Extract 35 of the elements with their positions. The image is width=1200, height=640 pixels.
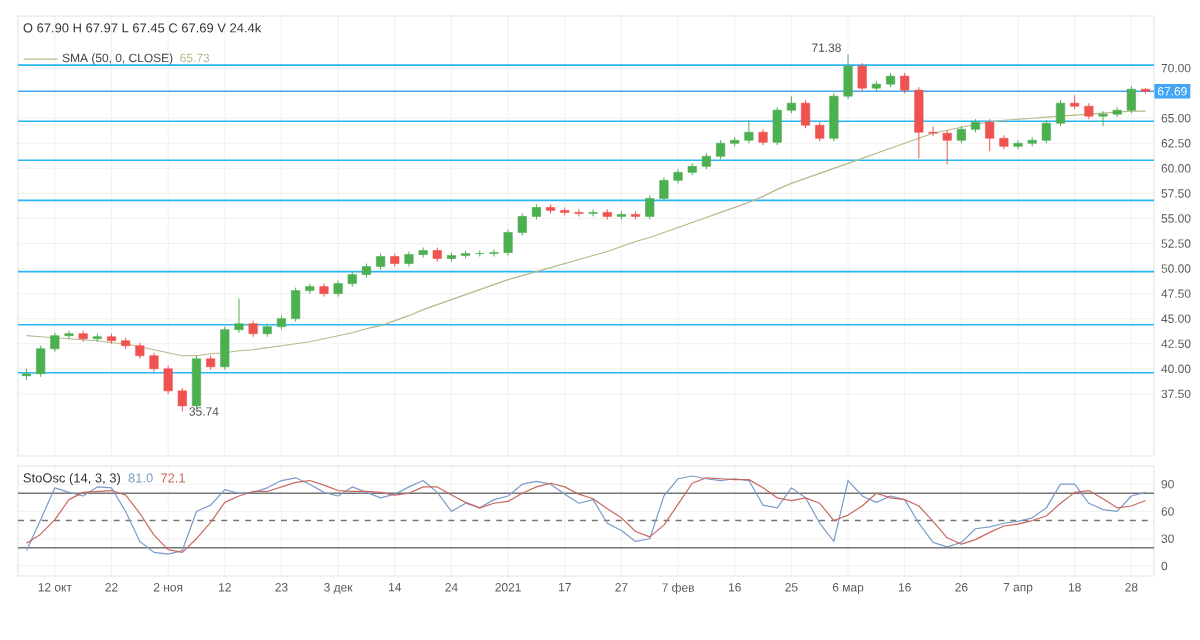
candlestick	[1055, 99, 1066, 127]
candlestick	[843, 53, 853, 100]
candlestick	[177, 387, 187, 412]
candlestick	[50, 332, 60, 353]
candlestick	[744, 119, 754, 144]
candlestick	[645, 194, 655, 220]
candlestick	[985, 118, 995, 152]
candlestick	[942, 129, 952, 165]
candlestick	[928, 125, 938, 137]
candlestick	[36, 345, 46, 378]
candlestick	[291, 287, 301, 323]
candlestick	[772, 106, 782, 146]
candlestick	[574, 208, 584, 217]
candlestick	[191, 355, 202, 410]
candlestick	[418, 247, 428, 259]
candlestick	[1098, 110, 1108, 127]
candlestick	[815, 121, 825, 142]
candlestick	[857, 62, 867, 92]
candlestick	[149, 352, 159, 373]
candlestick	[900, 72, 910, 94]
candlestick	[64, 330, 74, 340]
candlestick	[588, 208, 598, 217]
candlestick	[801, 99, 811, 129]
candlestick	[234, 298, 244, 334]
candlestick	[716, 139, 726, 160]
candlestick	[503, 228, 513, 257]
candlestick	[829, 92, 839, 142]
candlestick	[914, 86, 924, 159]
candlestick	[1041, 119, 1051, 144]
candlestick	[1126, 85, 1136, 114]
candlestick	[659, 176, 669, 202]
candlestick	[517, 212, 527, 236]
candlestick	[163, 365, 173, 395]
candlestick	[489, 249, 499, 258]
candlestick	[220, 326, 230, 371]
